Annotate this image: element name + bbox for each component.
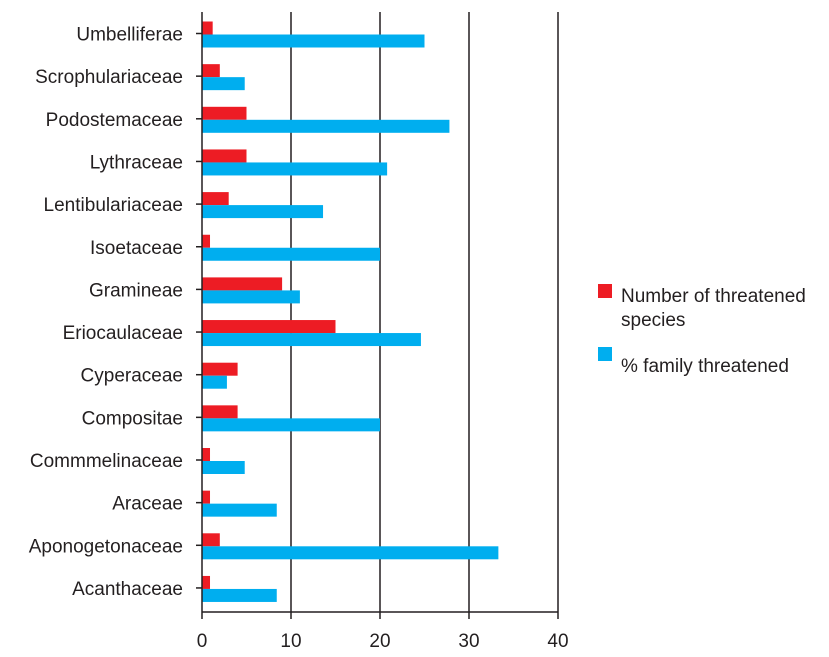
bar-family-threatened [202, 77, 245, 91]
category-labels: Umbelliferae Scrophulariaceae Podostemacea… [29, 25, 183, 600]
category-label: Scrophulariaceae [35, 67, 183, 88]
bar-family-threatened [202, 333, 421, 347]
bar-family-threatened [202, 34, 425, 48]
bar-family-threatened [202, 546, 499, 560]
x-tick-label: 0 [197, 631, 208, 652]
bar-family-threatened [202, 588, 277, 602]
bar-family-threatened [202, 247, 380, 261]
bar-threatened-species [202, 533, 220, 547]
legend-label: Number of threatened species [621, 286, 806, 331]
x-tick-label: 10 [280, 631, 301, 652]
bar-threatened-species [202, 234, 211, 248]
bars [202, 21, 499, 602]
category-label: Gramineae [89, 280, 183, 301]
category-label: Acanthaceae [72, 579, 183, 600]
category-label: Lythraceae [90, 152, 183, 173]
legend-label: % family threatened [621, 356, 789, 377]
category-label: Compositae [82, 408, 183, 429]
bar-threatened-species [202, 405, 238, 419]
bar-family-threatened [202, 503, 277, 517]
bar-threatened-species [202, 320, 336, 334]
bar-family-threatened [202, 119, 450, 133]
bar-threatened-species [202, 490, 211, 504]
bar-threatened-species [202, 21, 213, 35]
category-label: Commmelinaceae [30, 451, 183, 472]
bar-family-threatened [202, 290, 300, 304]
x-tick-label: 30 [458, 631, 479, 652]
bar-family-threatened [202, 375, 227, 389]
gridlines [290, 12, 559, 612]
x-tick-label: 20 [369, 631, 390, 652]
bar-threatened-species [202, 575, 211, 589]
bar-family-threatened [202, 461, 245, 474]
x-tick-label: 40 [547, 631, 568, 652]
bar-threatened-species [202, 362, 238, 376]
category-label: Araceae [112, 494, 183, 515]
category-label: Eriocaulaceae [63, 323, 183, 344]
legend-swatch [598, 284, 612, 298]
bar-family-threatened [202, 162, 388, 176]
category-label: Cyperaceae [81, 366, 183, 387]
legend: Number of threatened species % family thre… [598, 284, 806, 377]
bar-threatened-species [202, 277, 283, 291]
bar-family-threatened [202, 205, 324, 219]
bar-family-threatened [202, 418, 380, 432]
bar-threatened-species [202, 149, 247, 163]
category-label: Isoetaceae [90, 238, 183, 259]
category-label: Podostemaceae [46, 110, 183, 131]
axes [196, 12, 559, 619]
category-label: Umbelliferae [76, 25, 183, 46]
bar-threatened-species [202, 448, 211, 461]
bar-threatened-species [202, 106, 247, 120]
bar-threatened-species [202, 64, 220, 78]
legend-swatch [598, 347, 612, 361]
category-label: Aponogetonaceae [29, 536, 183, 557]
bar-threatened-species [202, 192, 229, 206]
x-tick-labels: 0 10 20 30 40 [197, 631, 569, 652]
category-label: Lentibulariaceae [44, 195, 183, 216]
